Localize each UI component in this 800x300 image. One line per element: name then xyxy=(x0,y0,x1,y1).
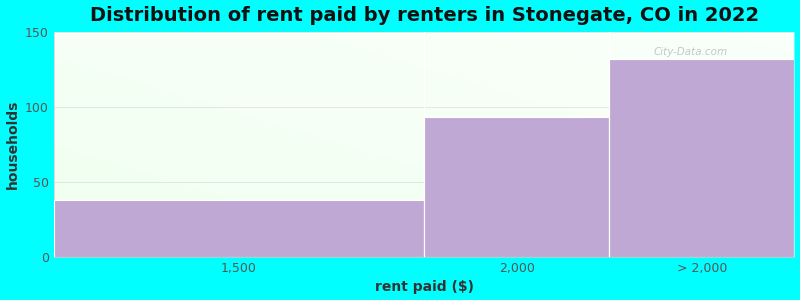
X-axis label: rent paid ($): rent paid ($) xyxy=(374,280,474,294)
Title: Distribution of rent paid by renters in Stonegate, CO in 2022: Distribution of rent paid by renters in … xyxy=(90,6,758,25)
Bar xyxy=(610,59,794,257)
Text: City-Data.com: City-Data.com xyxy=(654,47,728,57)
Y-axis label: households: households xyxy=(6,100,19,189)
Bar xyxy=(424,117,610,257)
Bar xyxy=(54,200,424,257)
